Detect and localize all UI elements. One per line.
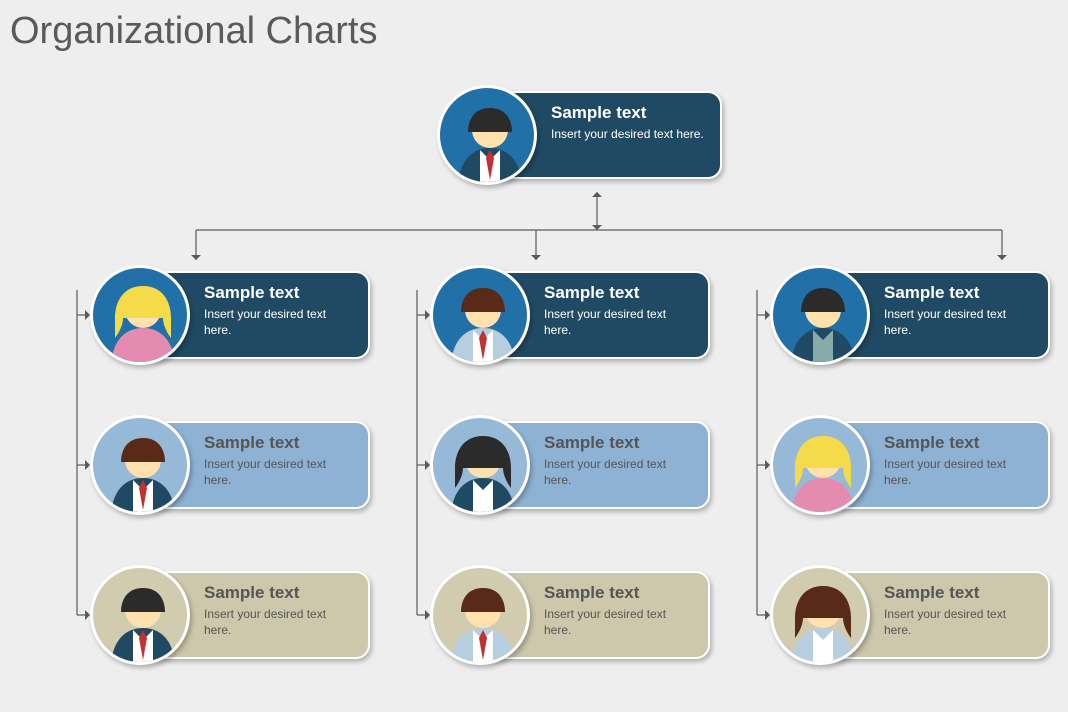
- node-subtitle: Insert your desired text here.: [551, 126, 706, 142]
- node-subtitle: Insert your desired text here.: [544, 456, 694, 488]
- avatar-icon: [430, 565, 530, 665]
- node-subtitle: Insert your desired text here.: [544, 306, 694, 338]
- avatar-icon: [430, 265, 530, 365]
- node-subtitle: Insert your desired text here.: [204, 456, 354, 488]
- node-title: Sample text: [204, 283, 354, 303]
- node-title: Sample text: [544, 583, 694, 603]
- node-subtitle: Insert your desired text here.: [204, 606, 354, 638]
- node-title: Sample text: [551, 103, 706, 123]
- avatar-icon: [437, 85, 537, 185]
- node-title: Sample text: [204, 583, 354, 603]
- node-subtitle: Insert your desired text here.: [884, 456, 1034, 488]
- node-subtitle: Insert your desired text here.: [204, 306, 354, 338]
- node-title: Sample text: [884, 433, 1034, 453]
- avatar-icon: [770, 415, 870, 515]
- avatar-icon: [90, 565, 190, 665]
- node-title: Sample text: [884, 283, 1034, 303]
- node-subtitle: Insert your desired text here.: [884, 306, 1034, 338]
- node-subtitle: Insert your desired text here.: [544, 606, 694, 638]
- avatar-icon: [770, 565, 870, 665]
- node-title: Sample text: [884, 583, 1034, 603]
- node-title: Sample text: [544, 433, 694, 453]
- node-title: Sample text: [544, 283, 694, 303]
- avatar-icon: [90, 265, 190, 365]
- avatar-icon: [90, 415, 190, 515]
- node-title: Sample text: [204, 433, 354, 453]
- avatar-icon: [770, 265, 870, 365]
- avatar-icon: [430, 415, 530, 515]
- node-subtitle: Insert your desired text here.: [884, 606, 1034, 638]
